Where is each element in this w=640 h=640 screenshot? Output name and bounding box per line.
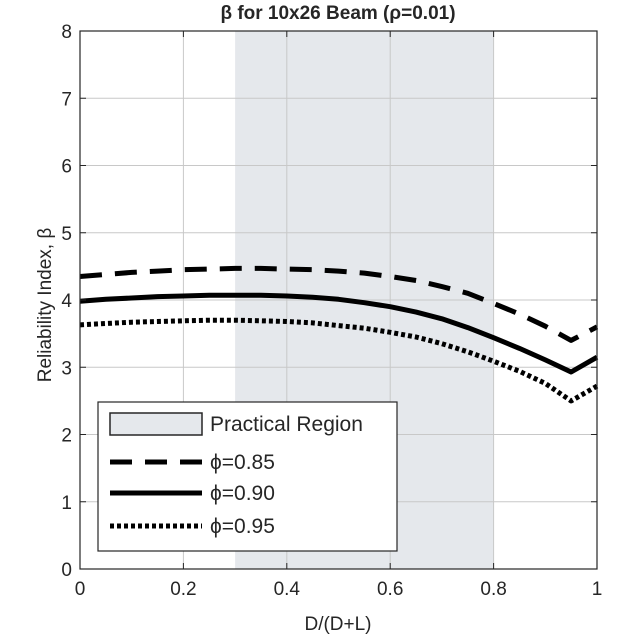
series-layer	[79, 265, 599, 404]
y-tick-label: 0	[61, 560, 72, 581]
x-tick-label: 0.8	[480, 579, 506, 600]
x-tick-label: 0	[75, 579, 86, 600]
x-axis-label: D/(D+L)	[304, 614, 371, 635]
y-tick-label: 7	[61, 89, 72, 110]
legend-label-series-1: ϕ=0.85	[210, 451, 275, 474]
y-tick-label: 2	[61, 426, 72, 447]
legend-label-practical-region: Practical Region	[210, 413, 363, 436]
series-line-2	[79, 292, 599, 375]
x-tick-label: 0.2	[170, 579, 196, 600]
y-tick-label: 4	[61, 291, 72, 312]
x-tick-label: 0.6	[377, 579, 403, 600]
series-line-1	[79, 265, 599, 343]
chart-title: β for 10x26 Beam (ρ=0.01)	[220, 3, 455, 24]
y-axis-label: Reliability Index, β	[35, 228, 56, 383]
legend-swatch-practical-region	[109, 412, 203, 436]
legend-label-series-2: ϕ=0.90	[210, 482, 275, 505]
x-tick-label: 1	[592, 579, 603, 600]
y-tick-label: 8	[61, 22, 72, 43]
legend-label-series-3: ϕ=0.95	[210, 515, 275, 538]
legend: Practical Region ϕ=0.85 ϕ=0.90 ϕ=0.95	[97, 401, 398, 552]
y-tick-label: 5	[61, 224, 72, 245]
tick-label-layer: 0 0.2 0.4 0.6 0.8 1 0 1 2 3 4 5 6 7 8	[61, 22, 602, 600]
y-tick-label: 1	[61, 493, 72, 514]
y-tick-label: 3	[61, 358, 72, 379]
y-tick-label: 6	[61, 157, 72, 178]
x-tick-label: 0.4	[274, 579, 301, 600]
series-line-3	[79, 317, 599, 404]
axes-layer	[79, 30, 598, 570]
